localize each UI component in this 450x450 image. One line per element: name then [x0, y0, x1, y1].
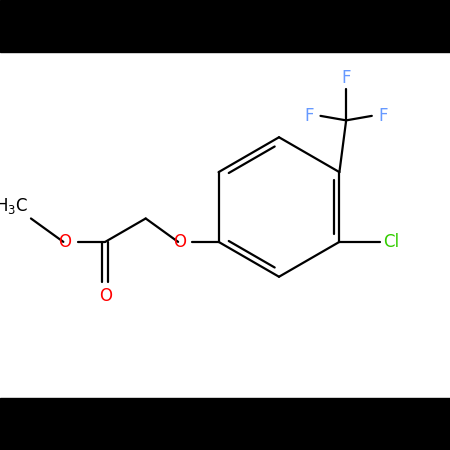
Text: O: O — [173, 233, 186, 251]
Bar — [0, 398, 450, 450]
Text: F: F — [378, 107, 388, 125]
Text: O: O — [99, 287, 112, 305]
Text: H$_3$C: H$_3$C — [0, 196, 29, 216]
Text: Cl: Cl — [383, 233, 399, 251]
Text: F: F — [342, 68, 351, 86]
Bar — [0, 0, 450, 52]
Text: O: O — [58, 233, 72, 251]
Text: F: F — [304, 107, 314, 125]
